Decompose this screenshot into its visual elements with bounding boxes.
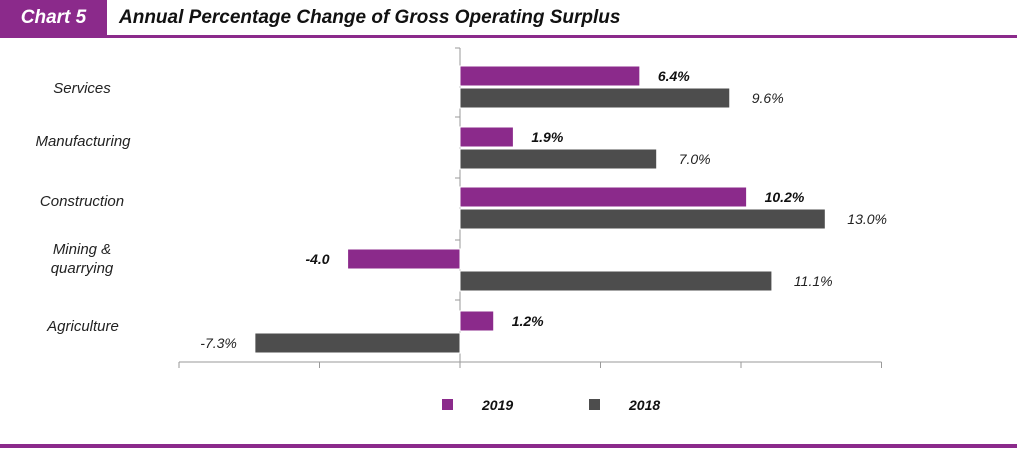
bar-2018-2 <box>459 208 826 230</box>
category-label: Manufacturing <box>35 133 131 150</box>
category-label: Construction <box>40 193 124 210</box>
bar-2018-3 <box>459 270 773 292</box>
legend-swatch-2018 <box>589 399 600 410</box>
data-label-2018-2: 13.0% <box>847 211 887 227</box>
category-label: Agriculture <box>46 318 119 335</box>
legend-label-2018: 2018 <box>628 397 660 413</box>
data-label-2018-0: 9.6% <box>752 90 784 106</box>
data-label-2019-2: 10.2% <box>765 189 805 205</box>
data-label-2018-4: -7.3% <box>200 335 237 351</box>
data-label-2018-1: 7.0% <box>679 151 711 167</box>
data-label-2019-1: 1.9% <box>531 129 563 145</box>
data-label-2019-4: 1.2% <box>512 313 544 329</box>
chart-number-badge: Chart 5 <box>0 0 107 36</box>
category-label: Services <box>53 80 111 97</box>
data-label-2019-3: -4.0 <box>305 251 329 267</box>
category-label: Mining & quarrying <box>51 241 114 277</box>
bar-2018-4 <box>254 332 461 354</box>
bar-2018-1 <box>459 148 658 170</box>
chart-header: Chart 5 Annual Percentage Change of Gros… <box>0 0 1017 38</box>
legend-label-2019: 2019 <box>481 397 513 413</box>
bar-2019-0 <box>459 65 641 87</box>
bar-2019-1 <box>459 126 514 148</box>
bar-2019-3 <box>347 248 461 270</box>
bar-2018-0 <box>459 87 731 109</box>
data-label-2019-0: 6.4% <box>658 68 690 84</box>
footer-rule <box>0 444 1017 448</box>
data-label-2018-3: 11.1% <box>794 273 833 289</box>
header-rule <box>0 35 1017 38</box>
chart-title: Annual Percentage Change of Gross Operat… <box>119 7 621 28</box>
legend-swatch-2019 <box>442 399 453 410</box>
bar-2019-2 <box>459 186 748 208</box>
bar-2019-4 <box>459 310 495 332</box>
